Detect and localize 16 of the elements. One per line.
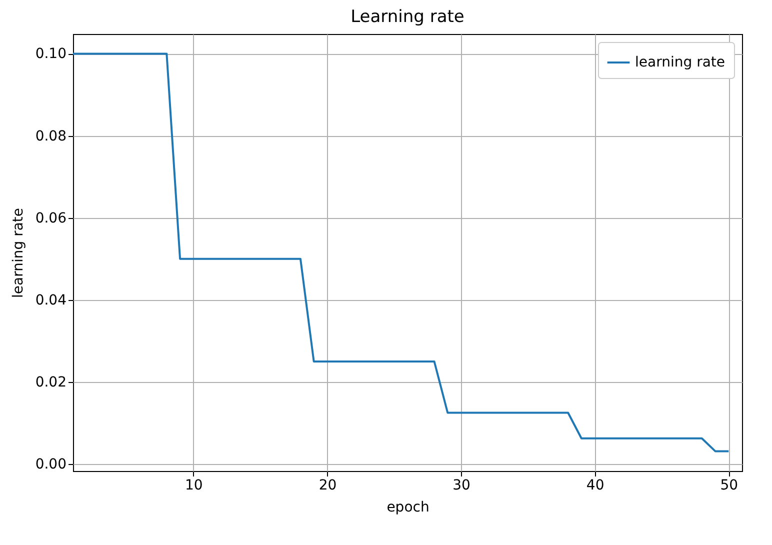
y-tick-label: 0.08 [35, 128, 66, 144]
chart-title: Learning rate [350, 7, 464, 27]
x-tick-label: 30 [452, 478, 470, 494]
legend-label: learning rate [635, 54, 726, 70]
y-tick-label: 0.06 [35, 210, 67, 226]
line-series [72, 52, 730, 452]
x-tick-label: 20 [318, 478, 337, 494]
y-tick-label: 0.02 [35, 374, 66, 390]
y-tick-label: 0.00 [35, 456, 66, 473]
x-axis-title: epoch [386, 500, 430, 516]
x-tick-label: 10 [185, 478, 203, 494]
y-axis-title: learning rate [10, 208, 26, 298]
x-tick-label: 40 [586, 478, 604, 494]
x-tick-label: 50 [720, 478, 738, 494]
y-tick-label: 0.10 [35, 46, 66, 62]
y-tick-label: 0.04 [35, 292, 67, 308]
